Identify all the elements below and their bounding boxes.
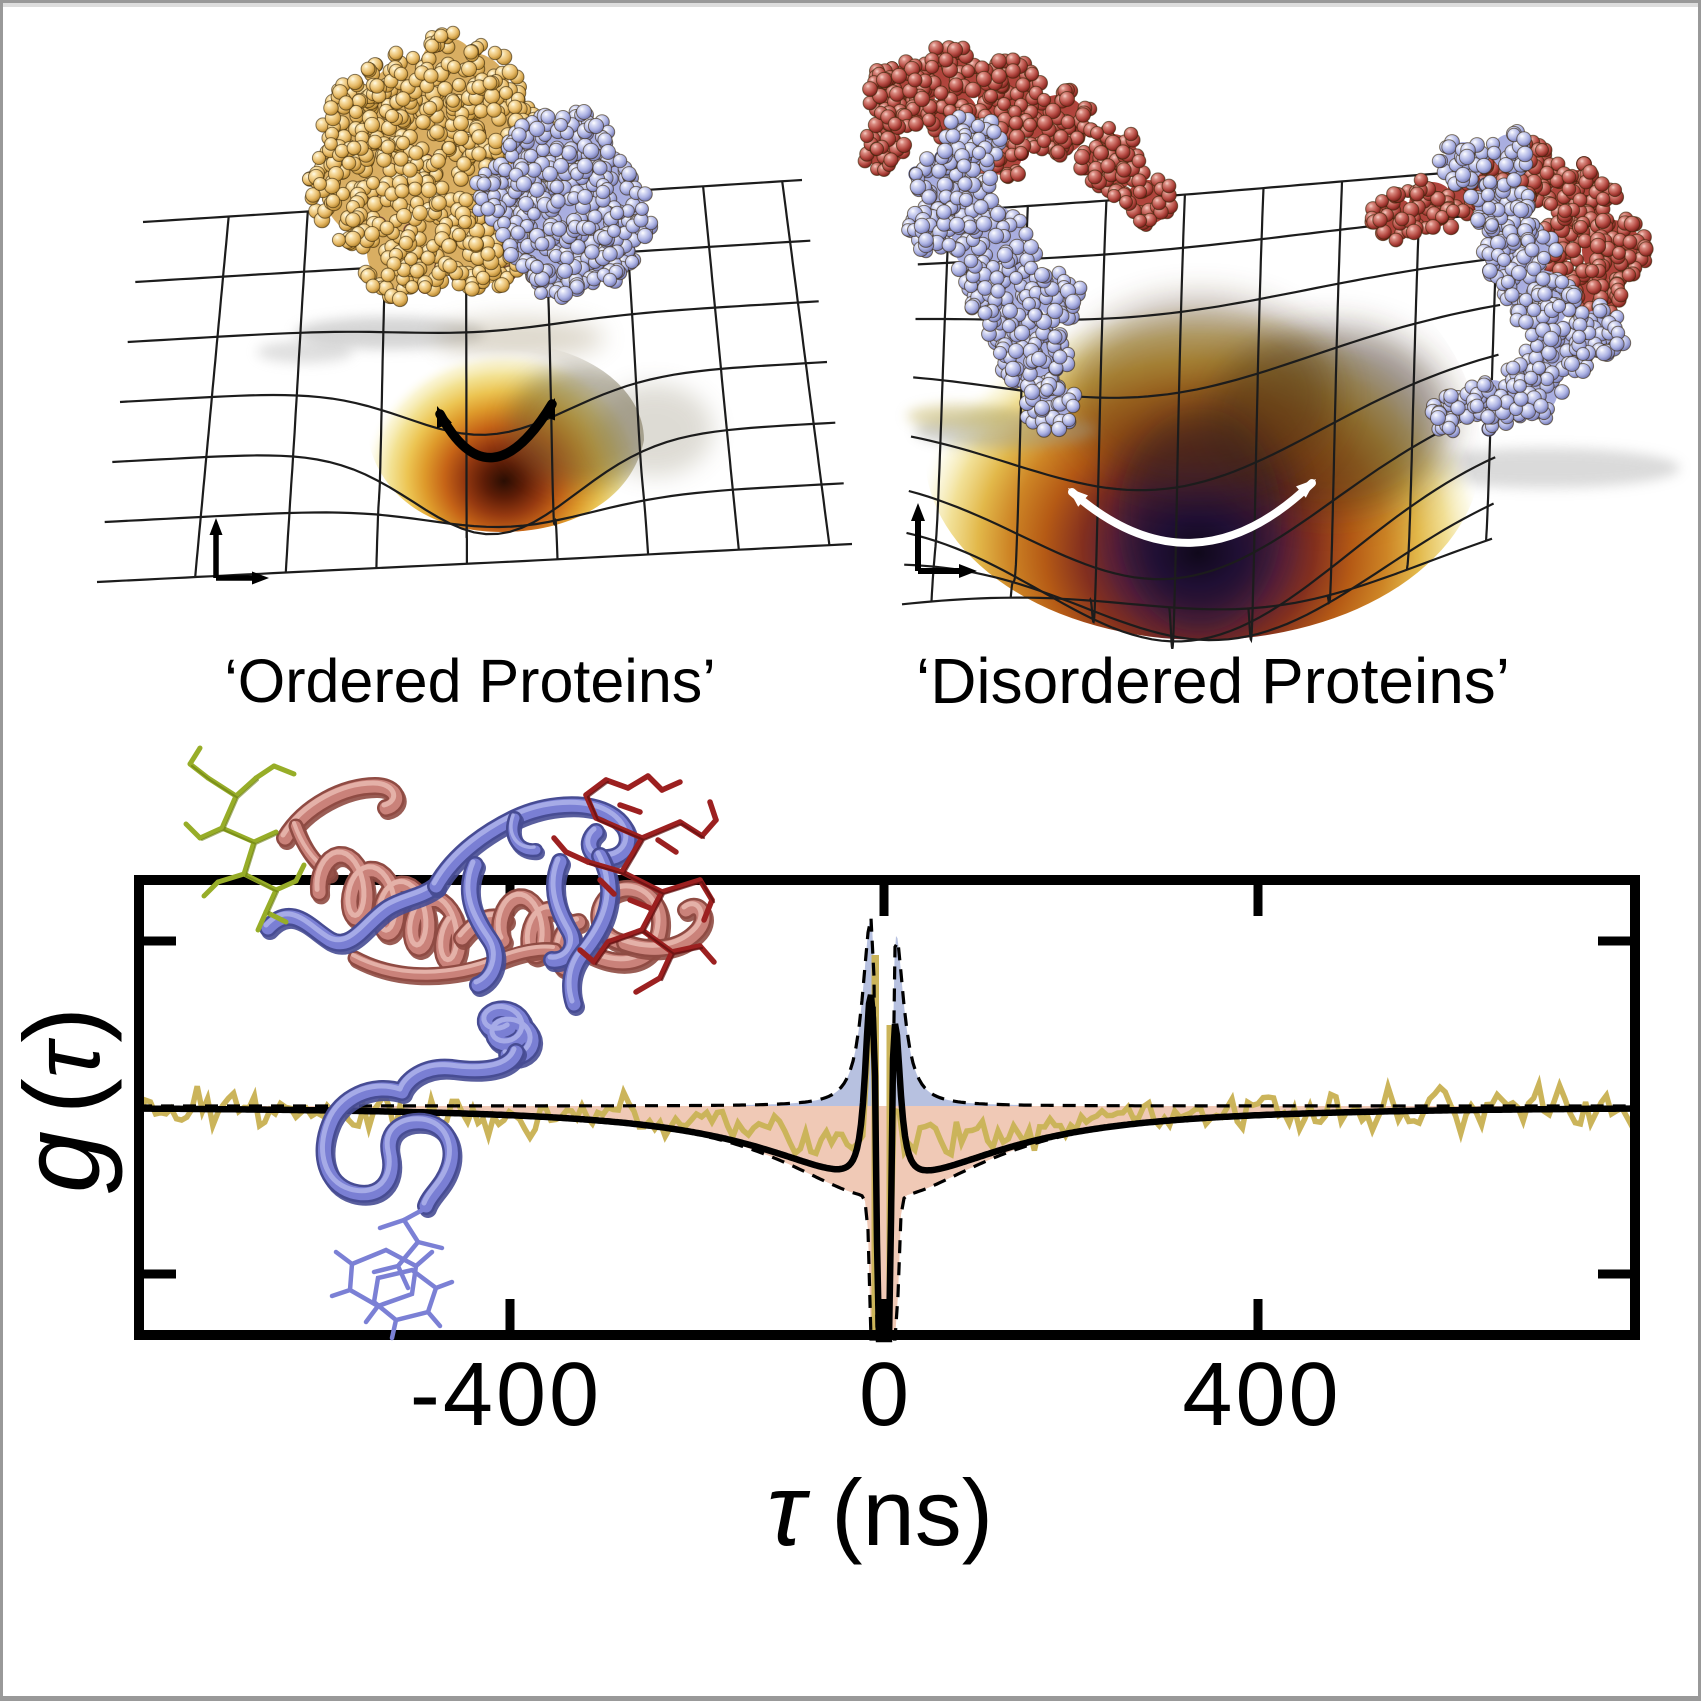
svg-text:‘Disordered Proteins’: ‘Disordered Proteins’ xyxy=(916,645,1510,717)
svg-text:g (τ): g (τ) xyxy=(0,1007,123,1193)
svg-text:0: 0 xyxy=(859,1345,909,1445)
svg-text:τ (ns): τ (ns) xyxy=(767,1453,993,1567)
svg-text:400: 400 xyxy=(1182,1345,1341,1445)
svg-text:‘Ordered Proteins’: ‘Ordered Proteins’ xyxy=(224,647,716,715)
svg-text:-400: -400 xyxy=(410,1345,602,1445)
